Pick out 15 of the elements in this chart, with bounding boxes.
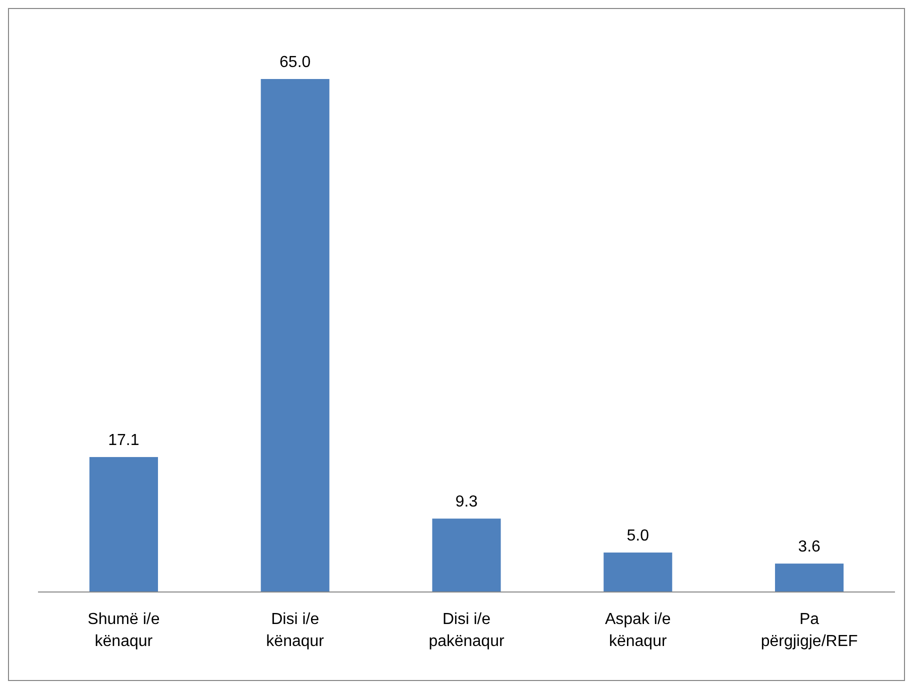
- bar: [432, 518, 501, 592]
- data-label: 5.0: [626, 528, 650, 545]
- data-label: 9.3: [455, 494, 478, 511]
- x-tick-label: Pa përgjigje/REF: [760, 611, 858, 650]
- bar: [260, 79, 330, 592]
- data-label: 17.1: [108, 432, 140, 450]
- x-tick-label: Aspak i/e kënaqur: [604, 611, 671, 650]
- x-tick-label: Disi i/e kënaqur: [266, 611, 325, 650]
- data-label: 3.6: [798, 538, 821, 556]
- bar: [89, 457, 158, 592]
- x-tick-label: Disi i/e pakënaqur: [428, 611, 505, 650]
- bar: [775, 564, 844, 592]
- x-tick-label: Shumë i/e kënaqur: [88, 611, 160, 650]
- bar: [604, 552, 672, 592]
- data-label: 65.0: [280, 54, 311, 71]
